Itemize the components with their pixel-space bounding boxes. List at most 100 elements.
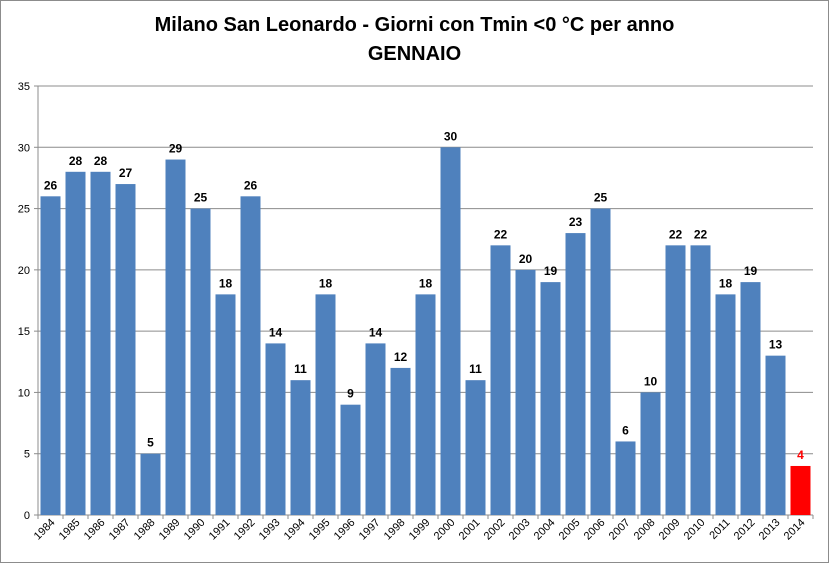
bar [640,392,661,515]
bar [90,171,111,516]
bar [115,184,136,516]
y-tick-label: 10 [18,387,30,399]
data-label: 20 [519,252,533,266]
data-label: 26 [44,178,58,192]
x-tick-label: 2007 [607,517,633,543]
y-tick-label: 15 [18,326,30,338]
x-tick-label: 2003 [507,517,533,543]
x-tick-label: 2011 [707,517,732,542]
bar [415,294,436,515]
y-tick-label: 25 [18,204,30,216]
data-label: 22 [694,227,708,241]
data-label: 22 [669,227,683,241]
y-tick-label: 20 [18,265,30,277]
chart-title: Milano San Leonardo - Giorni con Tmin <0… [1,11,828,69]
bar [365,343,386,515]
bar [565,233,586,516]
bar [715,294,736,515]
x-tick-label: 1989 [157,517,183,543]
data-label: 9 [347,387,354,401]
bar [765,355,786,515]
bar [340,404,361,515]
bar [615,441,636,515]
x-tick-label: 1995 [307,517,333,543]
chart-subtitle: GENNAIO [367,43,462,65]
bar [515,269,536,515]
bar [165,159,186,516]
x-tick-label: 2002 [482,517,508,543]
bar [465,380,486,515]
data-label: 22 [494,227,508,241]
bar [190,208,211,516]
x-tick-label: 2004 [532,517,558,543]
data-label: 18 [419,276,433,290]
data-label: 28 [94,154,108,168]
x-tick-label: 2010 [682,517,708,543]
x-tick-label: 1998 [382,517,408,543]
bar [240,196,261,516]
y-tick-label: 0 [24,510,30,522]
data-label: 25 [194,191,208,205]
data-label: 26 [244,178,258,192]
data-label: 19 [544,264,558,278]
x-tick-label: 1994 [282,517,308,543]
x-tick-label: 1991 [207,517,233,543]
bar [790,465,811,515]
bar [315,294,336,515]
bar [490,245,511,516]
bar [290,380,311,515]
data-label: 29 [169,142,183,156]
bar [690,245,711,516]
bar [140,453,161,515]
x-tick-label: 2005 [557,517,583,543]
bar [390,367,411,515]
data-label: 4 [797,448,804,462]
x-tick-label: 1990 [182,517,208,543]
data-label: 28 [69,154,83,168]
data-label: 13 [769,338,783,352]
x-tick-label: 1986 [82,517,108,543]
x-tick-label: 1985 [57,517,83,543]
data-label: 5 [147,436,154,450]
x-tick-label: 1993 [257,517,283,543]
x-tick-label: 2014 [782,517,808,543]
bar [265,343,286,515]
chart-title-line: Milano San Leonardo - Giorni con Tmin <0… [154,14,675,36]
x-tick-label: 2001 [457,517,483,543]
x-tick-label: 2008 [632,517,658,543]
data-label: 12 [394,350,408,364]
y-tick-label: 5 [24,449,30,461]
data-label: 14 [369,325,383,339]
bar [440,147,461,516]
bar [65,171,86,516]
x-tick-label: 2009 [657,517,683,543]
bar [40,196,61,516]
data-label: 19 [744,264,758,278]
x-tick-label: 2000 [432,517,458,543]
data-label: 18 [319,276,333,290]
y-tick-label: 35 [18,81,30,93]
x-tick-label: 1988 [132,517,158,543]
data-label: 6 [622,423,629,437]
data-label: 14 [269,325,283,339]
bar [740,282,761,515]
data-label: 30 [444,129,458,143]
data-label: 10 [644,374,658,388]
bar [665,245,686,516]
x-tick-label: 1997 [357,517,383,543]
x-tick-label: 1984 [32,517,58,543]
x-tick-label: 2013 [757,517,783,543]
x-tick-label: 1999 [407,517,433,543]
x-tick-label: 2006 [582,517,608,543]
data-label: 11 [469,362,482,376]
data-label: 11 [294,362,307,376]
bar [590,208,611,516]
bar [540,282,561,515]
data-label: 25 [594,191,608,205]
bar [215,294,236,515]
x-tick-label: 1992 [232,517,258,543]
data-label: 18 [719,276,733,290]
x-tick-label: 1996 [332,517,358,543]
